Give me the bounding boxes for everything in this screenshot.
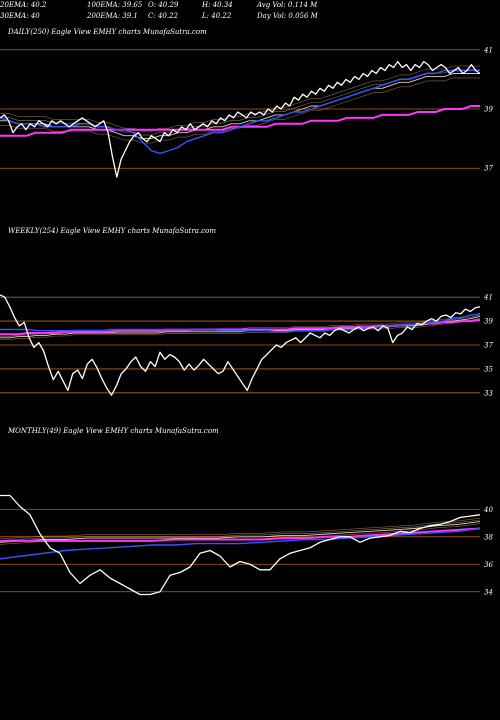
- ema-slow-line: [0, 527, 481, 542]
- header-ema100: 100EMA: 39.65: [87, 1, 143, 9]
- tick-label-38: 38: [484, 533, 493, 541]
- daily-panel-title: DAILY(250) Eagle View EMHY charts Munafa…: [8, 28, 207, 36]
- monthly-panel-title: MONTHLY(49) Eagle View EMHY charts Munaf…: [8, 427, 219, 435]
- daily-chart: 41 39 37: [0, 46, 493, 178]
- header-ema30: 30EMA: 40: [0, 12, 40, 20]
- weekly-chart: 41 39 37 35 33: [0, 294, 493, 397]
- tick-label-36: 36: [484, 561, 493, 569]
- ema-ribbon-line: [0, 317, 481, 340]
- price-line: [0, 494, 481, 596]
- tick-label-41: 41: [483, 294, 493, 302]
- ema-mid-line: [0, 73, 480, 140]
- header-low: L: 40.22: [202, 12, 232, 20]
- ema-fast-line: [0, 69, 480, 155]
- price-line: [0, 294, 481, 396]
- ema-ribbon-line: [0, 517, 481, 540]
- header-ema20: 20EMA: 40.2: [0, 1, 47, 9]
- weekly-panel-title: WEEKLY(254) Eagle View EMHY charts Munaf…: [8, 227, 216, 235]
- header-ema200: 200EMA: 39.1: [87, 12, 138, 20]
- tick-label-37: 37: [484, 342, 493, 350]
- tick-label-40: 40: [483, 506, 493, 514]
- ema-mid-line: [0, 521, 481, 543]
- header-day-vol: Day Vol: 0.056 M: [257, 12, 318, 20]
- ema-ribbon-line: [0, 519, 481, 541]
- tick-label-39: 39: [484, 106, 493, 114]
- ema-ribbon-line: [0, 77, 480, 144]
- tick-label-35: 35: [484, 365, 493, 373]
- tick-label-37: 37: [484, 165, 493, 173]
- header-close: C: 40.22: [148, 12, 178, 20]
- tick-label-39: 39: [484, 318, 493, 326]
- header-open: O: 40.29: [148, 1, 179, 9]
- tick-label-33: 33: [484, 389, 493, 397]
- tick-label-41: 41: [483, 46, 493, 54]
- ema-fast-line: [0, 313, 481, 333]
- tick-label-34: 34: [484, 588, 493, 596]
- ema-fast-line: [0, 527, 481, 560]
- price-line: [0, 60, 481, 178]
- monthly-chart: 40 38 36 34: [0, 494, 493, 596]
- header-high: H: 40.34: [202, 1, 233, 9]
- header-avg-vol: Avg Vol: 0.114 M: [257, 1, 318, 9]
